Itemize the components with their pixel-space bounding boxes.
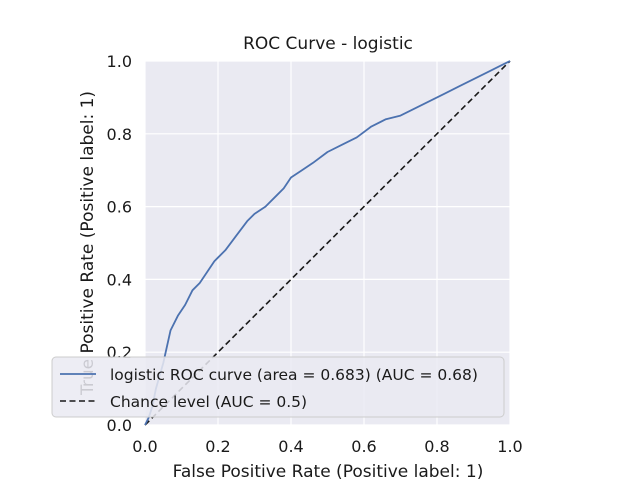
y-tick-label: 1.0	[107, 52, 132, 71]
y-axis-label: True Positive Rate (Positive label: 1)	[78, 91, 98, 396]
legend-label-roc: logistic ROC curve (area = 0.683) (AUC =…	[110, 366, 478, 384]
y-tick-label: 0.8	[107, 125, 132, 144]
x-tick-label: 0.8	[424, 437, 449, 456]
x-tick-label: 0.2	[205, 437, 230, 456]
x-tick-label: 0.0	[132, 437, 157, 456]
legend: logistic ROC curve (area = 0.683) (AUC =…	[51, 356, 505, 418]
roc-curve-line	[144, 60, 511, 426]
grid	[144, 60, 511, 426]
x-tick-label: 0.4	[278, 437, 303, 456]
legend-box	[51, 356, 505, 418]
x-axis-label: False Positive Rate (Positive label: 1)	[173, 462, 484, 480]
legend-label-chance: Chance level (AUC = 0.5)	[110, 393, 307, 411]
chart-title: ROC Curve - logistic	[243, 34, 413, 54]
x-tick-label: 1.0	[497, 437, 522, 456]
y-tick-label: 0.6	[107, 198, 132, 217]
y-tick-label: 0.0	[107, 416, 132, 435]
x-tick-label: 0.6	[351, 437, 376, 456]
y-tick-label: 0.4	[107, 270, 132, 289]
